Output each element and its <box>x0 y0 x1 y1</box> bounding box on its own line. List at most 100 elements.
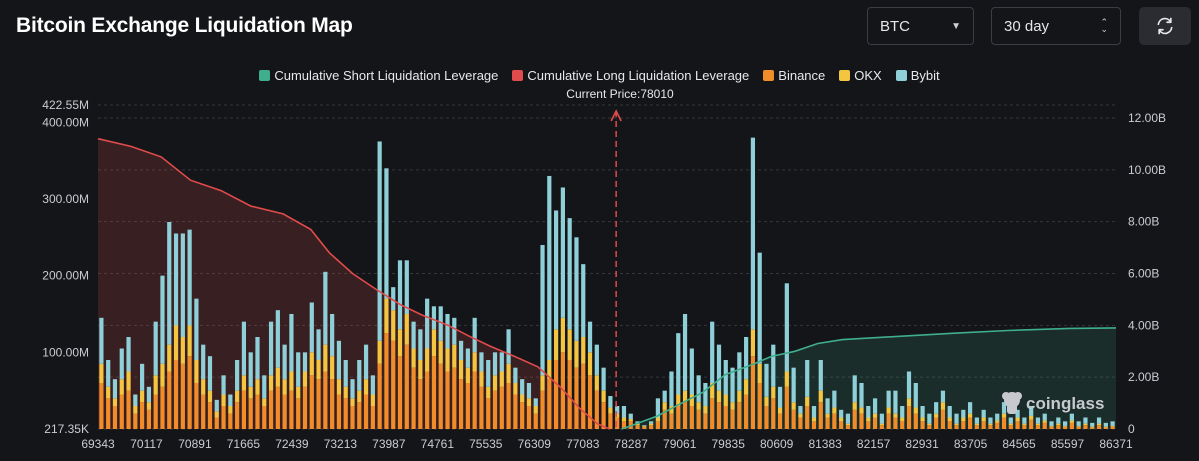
bar-bybit <box>235 359 240 391</box>
bar-okx <box>757 363 762 383</box>
bar-okx <box>784 371 789 387</box>
bar-bybit <box>350 379 355 399</box>
bar-bybit <box>879 413 884 424</box>
bar-binance <box>520 402 525 429</box>
x-tick-label: 73987 <box>372 437 406 451</box>
bar-binance <box>323 371 328 429</box>
bar-okx <box>886 407 891 414</box>
x-tick-label: 79061 <box>663 437 697 451</box>
y-left-tick-label: 200.00M <box>42 269 89 283</box>
bar-okx <box>1022 423 1027 426</box>
legend-item-binance[interactable]: Binance <box>763 68 825 83</box>
current-price-arrow-icon <box>610 109 622 122</box>
legend-item-long[interactable]: Cumulative Long Liquidation Leverage <box>512 68 749 83</box>
bar-binance <box>723 406 728 429</box>
bar-bybit <box>886 390 891 408</box>
legend-item-okx[interactable]: OKX <box>839 68 882 83</box>
bar-bybit <box>418 329 423 360</box>
bar-okx <box>526 398 532 406</box>
bar-bybit <box>906 371 912 399</box>
page-title: Bitcoin Exchange Liquidation Map <box>16 14 353 37</box>
bar-bybit <box>601 367 606 391</box>
bar-okx <box>133 406 138 414</box>
x-tick-label: 78287 <box>615 437 649 451</box>
legend-item-short[interactable]: Cumulative Short Liquidation Leverage <box>259 68 498 83</box>
y-axis-right: 12.00B 10.00B 8.00B 6.00B 4.00B 2.00B 0 <box>1128 111 1166 436</box>
x-tick-label: 75535 <box>469 437 503 451</box>
bar-binance <box>99 382 104 429</box>
bar-bybit <box>397 260 403 330</box>
bar-okx <box>309 352 314 376</box>
bar-okx <box>126 371 131 391</box>
bar-binance <box>1035 425 1041 429</box>
bar-bybit <box>173 233 179 326</box>
bar-binance <box>635 425 640 429</box>
legend-swatch <box>259 70 271 81</box>
bar-okx <box>506 363 511 383</box>
bar-okx <box>418 359 423 380</box>
bar-bybit <box>180 233 185 337</box>
bar-bybit <box>296 352 301 387</box>
bar-bybit <box>967 402 973 414</box>
bar-bybit <box>99 317 104 364</box>
bar-okx <box>425 348 430 372</box>
bar-bybit <box>323 271 328 345</box>
bar-bybit <box>1063 421 1068 426</box>
bar-bybit <box>615 406 620 414</box>
bar-binance <box>350 406 355 429</box>
bar-binance <box>452 367 457 429</box>
bar-okx <box>180 336 185 364</box>
bar-bybit <box>391 287 396 311</box>
bar-bybit <box>268 321 274 376</box>
bar-bybit <box>655 398 661 418</box>
bar-okx <box>723 394 728 406</box>
symbol-select[interactable]: BTC ▼ <box>867 7 974 45</box>
bar-okx <box>676 394 681 406</box>
bar-binance <box>160 386 165 429</box>
bar-bybit <box>988 417 993 424</box>
bar-okx <box>411 348 416 368</box>
bar-binance <box>757 382 762 429</box>
y-left-tick-label: 217.35K <box>44 422 89 436</box>
x-tick-label: 72439 <box>275 437 309 451</box>
x-axis: 69343 70117 70891 71665 72439 73213 73987 74761… <box>81 437 1133 451</box>
bar-okx <box>954 423 959 426</box>
bar-okx <box>479 371 484 387</box>
bar-okx <box>241 375 247 391</box>
bar-bybit <box>289 313 294 372</box>
bar-okx <box>554 329 559 360</box>
bar-okx <box>194 359 199 383</box>
bar-bybit <box>839 409 844 418</box>
bar-okx <box>900 417 905 422</box>
bar-okx <box>771 386 776 399</box>
period-select[interactable]: 30 day ⌃ ⌄ <box>991 7 1121 45</box>
bar-binance <box>798 417 803 429</box>
bar-okx <box>323 344 328 372</box>
bar-binance <box>682 402 688 429</box>
bar-okx <box>540 375 545 391</box>
legend-item-bybit[interactable]: Bybit <box>895 68 940 83</box>
bar-bybit <box>465 348 470 368</box>
bar-binance <box>411 367 416 429</box>
bar-bybit <box>594 344 599 376</box>
bar-binance <box>981 421 986 429</box>
refresh-button[interactable] <box>1139 7 1191 45</box>
bar-bybit <box>777 386 783 408</box>
x-tick-label: 82931 <box>905 437 939 451</box>
bar-bybit <box>1056 417 1061 424</box>
bar-bybit <box>764 363 769 397</box>
bar-binance <box>621 421 627 429</box>
bar-okx <box>879 423 884 426</box>
bar-binance <box>425 371 430 429</box>
bar-binance <box>499 386 504 429</box>
bar-binance <box>1042 422 1047 429</box>
bar-okx <box>302 371 308 387</box>
bar-okx <box>187 325 192 357</box>
bar-bybit <box>608 396 613 408</box>
bar-binance <box>438 363 443 429</box>
bar-bybit <box>1029 406 1034 416</box>
bar-okx <box>628 419 633 422</box>
bar-bybit <box>106 359 111 387</box>
bar-okx <box>798 413 803 418</box>
bar-bybit <box>526 382 532 399</box>
